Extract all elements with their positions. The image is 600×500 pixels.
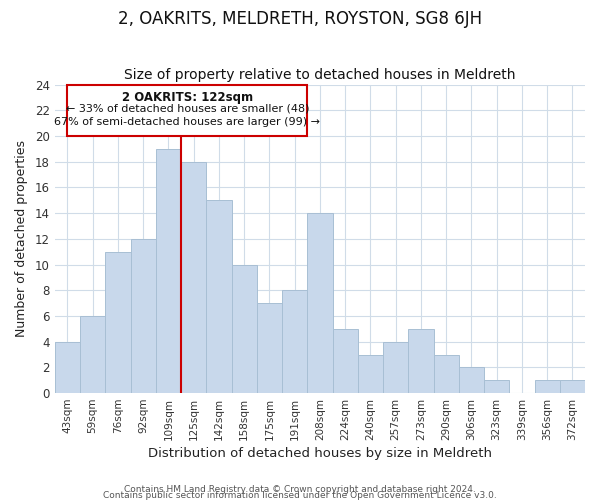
Bar (257, 303, 282, 393)
Y-axis label: Number of detached properties: Number of detached properties (15, 140, 28, 338)
Bar (383, 342, 408, 393)
Bar (408, 329, 434, 393)
Bar (484, 380, 509, 393)
Text: ← 33% of detached houses are smaller (48): ← 33% of detached houses are smaller (48… (65, 104, 309, 114)
Bar (106, 252, 131, 393)
Bar (535, 380, 560, 393)
Bar (80, 316, 106, 393)
Bar (307, 213, 332, 393)
Text: Contains HM Land Registry data © Crown copyright and database right 2024.: Contains HM Land Registry data © Crown c… (124, 484, 476, 494)
Bar (181, 162, 206, 393)
Bar (232, 264, 257, 393)
Bar (206, 200, 232, 393)
FancyBboxPatch shape (67, 84, 307, 136)
Text: 2 OAKRITS: 122sqm: 2 OAKRITS: 122sqm (122, 91, 253, 104)
Bar (434, 354, 459, 393)
Bar (332, 329, 358, 393)
Bar (131, 239, 156, 393)
Bar (55, 342, 80, 393)
Bar (459, 368, 484, 393)
Bar (560, 380, 585, 393)
Text: Contains public sector information licensed under the Open Government Licence v3: Contains public sector information licen… (103, 490, 497, 500)
Bar (282, 290, 307, 393)
Text: 2, OAKRITS, MELDRETH, ROYSTON, SG8 6JH: 2, OAKRITS, MELDRETH, ROYSTON, SG8 6JH (118, 10, 482, 28)
Text: 67% of semi-detached houses are larger (99) →: 67% of semi-detached houses are larger (… (55, 116, 320, 126)
X-axis label: Distribution of detached houses by size in Meldreth: Distribution of detached houses by size … (148, 447, 492, 460)
Title: Size of property relative to detached houses in Meldreth: Size of property relative to detached ho… (124, 68, 515, 82)
Bar (156, 149, 181, 393)
Bar (358, 354, 383, 393)
